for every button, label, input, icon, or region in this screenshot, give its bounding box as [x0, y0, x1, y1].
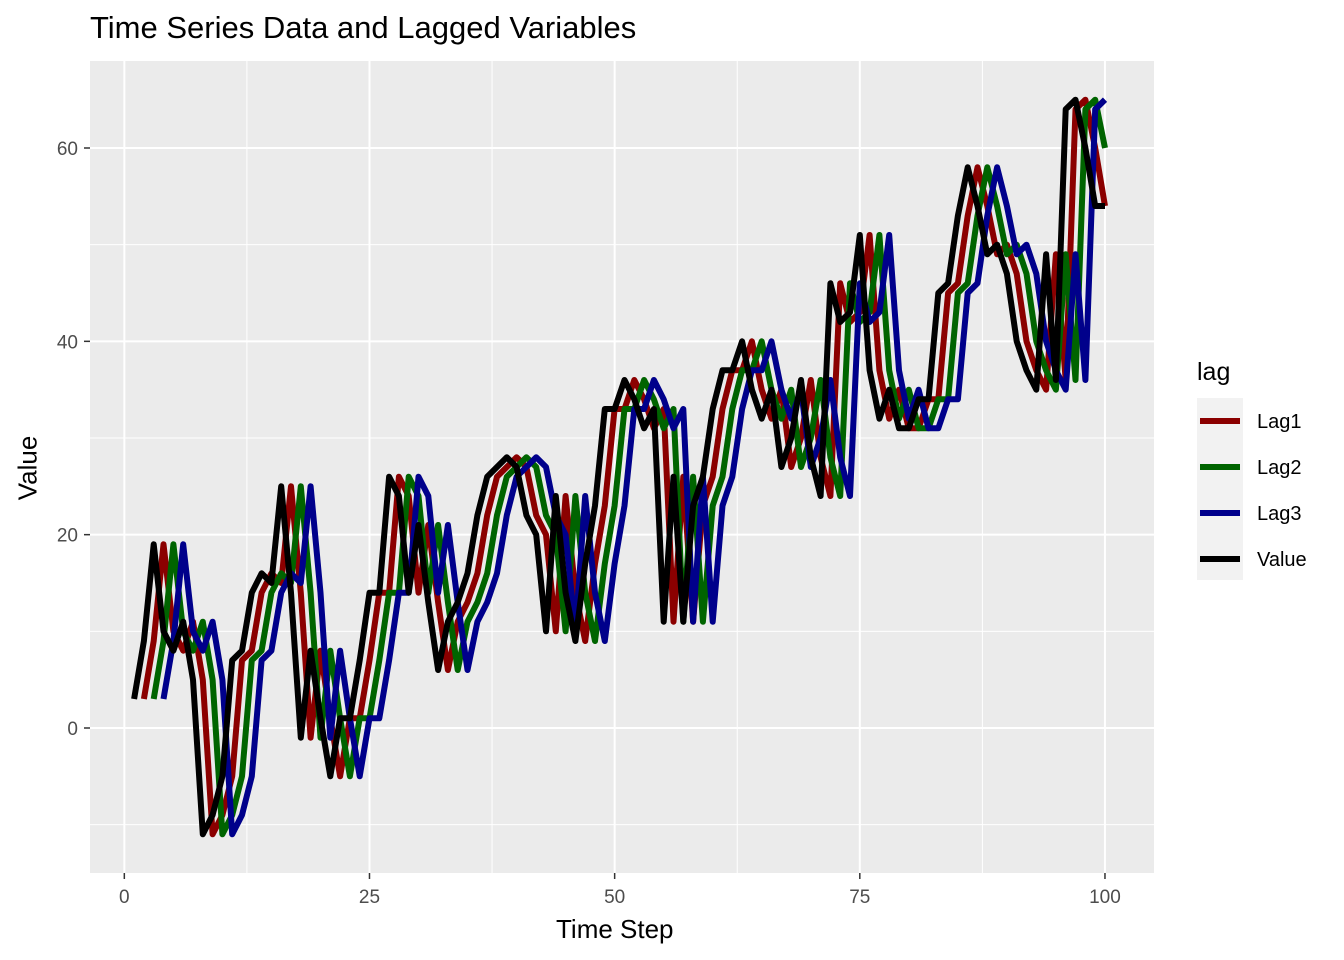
y-tick-label: 60	[57, 139, 78, 160]
x-tick-label: 25	[359, 887, 380, 908]
series-layer	[131, 96, 1108, 838]
x-axis-title: Time Step	[556, 914, 674, 944]
series-line-lag3	[160, 97, 1108, 838]
legend: lag Lag1 Lag2 Lag3 Value	[1197, 358, 1307, 580]
x-tick-label: 50	[604, 887, 625, 908]
x-tick-label: 75	[849, 887, 870, 908]
y-tick-label: 20	[57, 526, 78, 547]
y-tick-label: 0	[67, 719, 78, 740]
x-axis-ticks: 0 25 50 75 100	[119, 873, 1121, 908]
legend-label-lag1: Lag1	[1257, 411, 1302, 433]
legend-key-background	[1197, 398, 1243, 580]
legend-title: lag	[1197, 358, 1230, 386]
legend-label-lag3: Lag3	[1257, 503, 1302, 525]
y-tick-label: 40	[57, 332, 78, 353]
x-tick-label: 100	[1089, 887, 1121, 908]
legend-label-value: Value	[1257, 549, 1307, 571]
legend-label-lag2: Lag2	[1257, 457, 1302, 479]
y-axis-title: Value	[12, 435, 43, 501]
x-tick-label: 0	[119, 887, 130, 908]
y-axis-ticks: 0 20 40 60	[57, 139, 90, 740]
chart-title: Time Series Data and Lagged Variables	[90, 10, 637, 45]
series-line-value	[131, 96, 1105, 838]
